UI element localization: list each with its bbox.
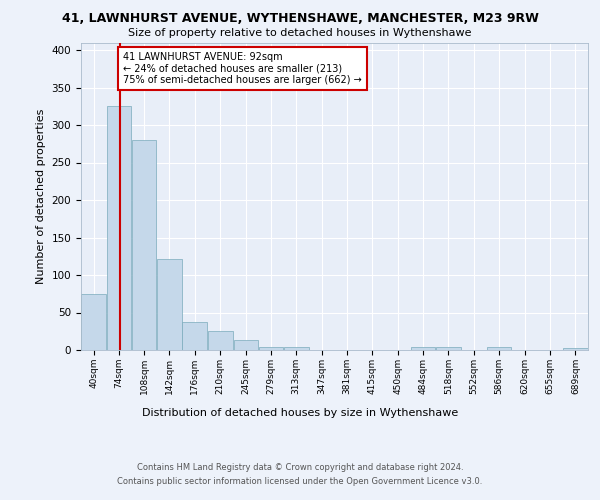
Bar	[132, 140, 157, 350]
Bar	[107, 106, 131, 350]
Bar	[259, 347, 283, 350]
Bar	[208, 331, 233, 350]
Bar	[411, 347, 436, 350]
Bar	[157, 258, 182, 350]
Bar	[563, 348, 587, 350]
Bar	[82, 294, 106, 350]
Bar	[436, 347, 461, 350]
Text: 41 LAWNHURST AVENUE: 92sqm
← 24% of detached houses are smaller (213)
75% of sem: 41 LAWNHURST AVENUE: 92sqm ← 24% of deta…	[124, 52, 362, 84]
Text: Distribution of detached houses by size in Wythenshawe: Distribution of detached houses by size …	[142, 408, 458, 418]
Text: 41, LAWNHURST AVENUE, WYTHENSHAWE, MANCHESTER, M23 9RW: 41, LAWNHURST AVENUE, WYTHENSHAWE, MANCH…	[62, 12, 538, 26]
Bar	[233, 340, 258, 350]
Bar	[284, 347, 308, 350]
Bar	[487, 347, 511, 350]
Text: Size of property relative to detached houses in Wythenshawe: Size of property relative to detached ho…	[128, 28, 472, 38]
Text: Contains public sector information licensed under the Open Government Licence v3: Contains public sector information licen…	[118, 478, 482, 486]
Bar	[182, 322, 207, 350]
Y-axis label: Number of detached properties: Number of detached properties	[36, 108, 46, 284]
Text: Contains HM Land Registry data © Crown copyright and database right 2024.: Contains HM Land Registry data © Crown c…	[137, 462, 463, 471]
